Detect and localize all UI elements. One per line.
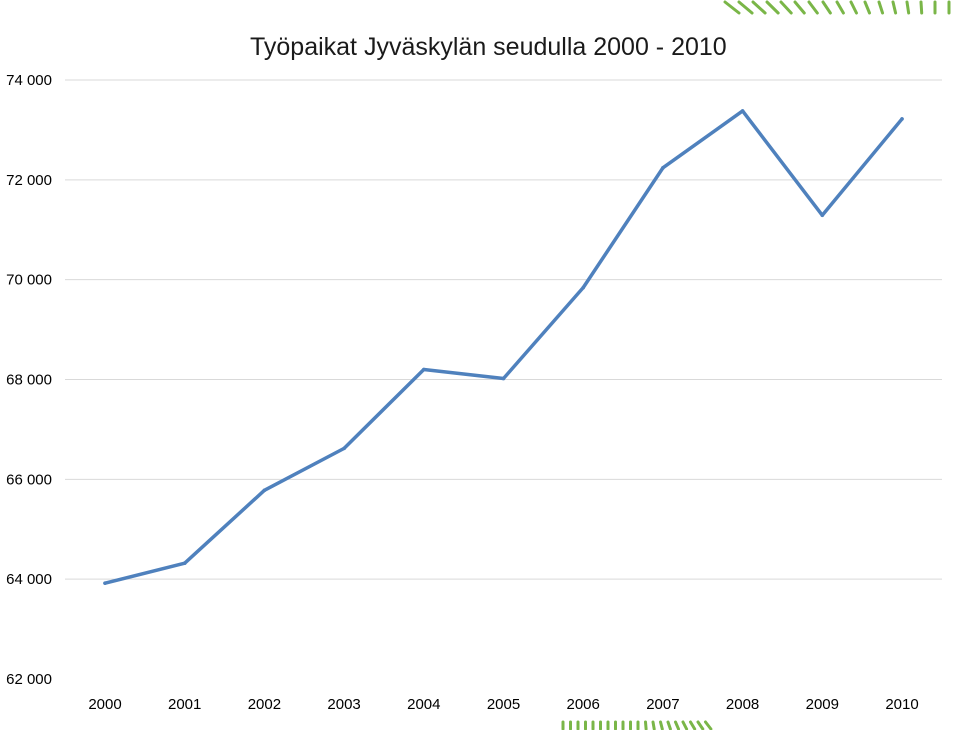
data-point (820, 213, 825, 218)
stripe-mark (681, 720, 689, 730)
stripe-mark (659, 720, 664, 730)
y-tick-label: 64 000 (6, 571, 52, 588)
x-tick-label: 2002 (248, 696, 281, 713)
stripe-mark (807, 0, 819, 15)
stripe-mark (821, 0, 832, 15)
data-point (262, 488, 267, 493)
bottom-stripe-decoration (561, 720, 713, 730)
x-tick-label: 2006 (567, 696, 600, 713)
y-tick-label: 74 000 (6, 72, 52, 89)
chart-title: Työpaikat Jyväskylän seudulla 2000 - 201… (250, 33, 727, 61)
x-axis-labels: 2000 2001 2002 2003 2004 2005 2006 2007 2008 2009… (88, 696, 918, 713)
x-tick-label: 2001 (168, 696, 201, 713)
series-layer (103, 109, 904, 585)
stripe-mark (674, 720, 680, 730)
stripe-mark (666, 720, 672, 730)
stripe-mark (793, 0, 806, 15)
x-tick-label: 2000 (88, 696, 121, 713)
x-tick-label: 2004 (407, 696, 440, 713)
stripe-mark (849, 0, 858, 15)
stripe-mark (905, 0, 911, 15)
stripe-mark (651, 720, 656, 730)
data-point (342, 446, 346, 451)
y-tick-label: 70 000 (6, 272, 52, 289)
x-tick-label: 2010 (885, 696, 918, 713)
stripe-mark (765, 0, 780, 15)
stripe-mark (835, 0, 845, 15)
y-tick-label: 62 000 (6, 671, 52, 688)
stripe-mark (779, 0, 793, 15)
x-tick-label: 2007 (646, 696, 679, 713)
stripe-mark (877, 0, 885, 15)
stripe-mark (704, 720, 713, 730)
y-axis-labels: 74 000 72 000 70 000 68 000 66 000 64 000 62 0… (6, 72, 52, 688)
data-point (661, 166, 665, 170)
data-point (900, 117, 904, 121)
series-line (103, 109, 904, 585)
stripe-mark (737, 0, 754, 15)
y-tick-label: 68 000 (6, 372, 52, 389)
x-tick-label: 2009 (806, 696, 839, 713)
top-stripe-decoration (723, 0, 951, 15)
x-tick-label: 2005 (487, 696, 520, 713)
stripe-mark (644, 720, 648, 730)
stripe-mark (751, 0, 767, 15)
y-tick-label: 66 000 (6, 471, 52, 488)
data-point (501, 376, 506, 381)
gridlines (65, 79, 942, 580)
data-point (103, 581, 107, 585)
stripe-mark (891, 0, 898, 15)
x-tick-label: 2003 (327, 696, 360, 713)
stripe-mark (863, 0, 871, 15)
y-tick-label: 72 000 (6, 172, 52, 189)
x-tick-label: 2008 (726, 696, 759, 713)
data-point (182, 561, 187, 565)
stripe-mark (919, 0, 924, 15)
stripe-mark (689, 720, 697, 730)
data-point (740, 109, 745, 113)
stripe-mark (696, 720, 705, 730)
data-point (581, 285, 585, 290)
data-point (422, 367, 426, 372)
stripe-mark (723, 0, 741, 15)
